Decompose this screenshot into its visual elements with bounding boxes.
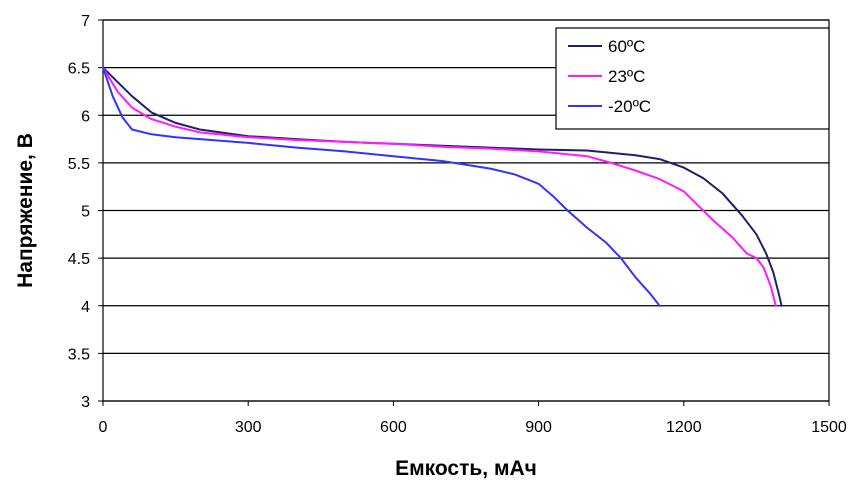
x-tick-label: 900 (525, 419, 552, 436)
y-tick-label: 3.5 (68, 346, 90, 363)
x-axis-label: Емкость, мАч (395, 457, 537, 480)
y-tick-label: 4.5 (68, 251, 90, 268)
y-tick-label: 5 (81, 204, 90, 221)
legend: 60ºC 23ºC -20ºC (555, 27, 830, 130)
x-tick-label: 600 (380, 419, 407, 436)
y-tick-label: 4 (81, 299, 90, 316)
x-tick-label: 1500 (811, 419, 847, 436)
legend-label: 60ºC (608, 37, 645, 56)
y-tick-label: 6.5 (68, 61, 90, 78)
series-line-1 (102, 66, 783, 307)
x-axis-ticks: 0 300 600 900 1200 1500 (99, 401, 847, 436)
series-lines (102, 66, 783, 307)
y-tick-label: 5.5 (68, 156, 90, 173)
legend-label: -20ºC (608, 97, 651, 116)
series-line-3 (102, 66, 661, 307)
series-line-2 (102, 66, 777, 307)
legend-box (555, 27, 830, 130)
x-tick-label: 0 (99, 419, 108, 436)
y-tick-label: 3 (81, 394, 90, 411)
y-tick-label: 7 (81, 13, 90, 30)
y-tick-label: 6 (81, 108, 90, 125)
x-tick-label: 300 (235, 419, 262, 436)
y-axis-label: Напряжение, В (14, 133, 37, 288)
y-axis-ticks: 3 3.5 4 4.5 5 5.5 6 6.5 7 (68, 13, 103, 411)
x-tick-label: 1200 (666, 419, 702, 436)
legend-label: 23ºC (608, 67, 645, 86)
